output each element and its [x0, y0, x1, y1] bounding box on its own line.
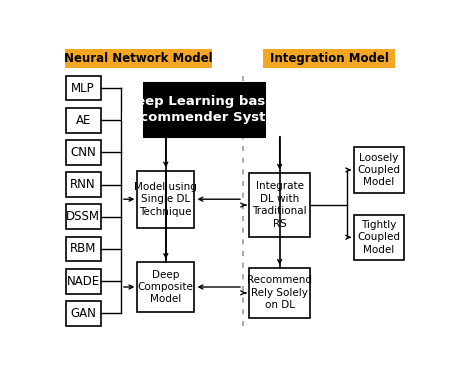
- FancyBboxPatch shape: [249, 268, 310, 318]
- Text: Integration Model: Integration Model: [270, 52, 389, 65]
- FancyBboxPatch shape: [66, 76, 100, 100]
- FancyBboxPatch shape: [66, 301, 100, 326]
- FancyBboxPatch shape: [144, 83, 265, 137]
- Text: DSSM: DSSM: [66, 210, 100, 223]
- FancyBboxPatch shape: [66, 269, 100, 294]
- FancyBboxPatch shape: [66, 204, 100, 229]
- FancyBboxPatch shape: [137, 262, 194, 312]
- Text: Tightly
Coupled
Model: Tightly Coupled Model: [357, 220, 401, 255]
- Text: AE: AE: [75, 114, 91, 127]
- FancyBboxPatch shape: [66, 140, 100, 165]
- FancyBboxPatch shape: [137, 171, 194, 228]
- Text: Deep
Composite
Model: Deep Composite Model: [138, 269, 194, 304]
- Text: NADE: NADE: [66, 275, 100, 288]
- Text: Recommend
Rely Solely
on DL: Recommend Rely Solely on DL: [247, 276, 312, 310]
- FancyBboxPatch shape: [66, 236, 100, 261]
- FancyBboxPatch shape: [66, 108, 100, 133]
- Text: Integrate
DL with
Traditional
RS: Integrate DL with Traditional RS: [252, 182, 307, 229]
- FancyBboxPatch shape: [66, 172, 100, 197]
- Text: MLP: MLP: [71, 82, 95, 95]
- FancyBboxPatch shape: [354, 147, 404, 193]
- Text: Loosely
Coupled
Model: Loosely Coupled Model: [357, 152, 401, 187]
- Text: CNN: CNN: [70, 146, 96, 159]
- FancyBboxPatch shape: [65, 49, 212, 68]
- Text: RNN: RNN: [70, 178, 96, 191]
- Text: Deep Learning based
Recommender System: Deep Learning based Recommender System: [121, 95, 288, 125]
- FancyBboxPatch shape: [249, 173, 310, 237]
- Text: RBM: RBM: [70, 242, 96, 255]
- FancyBboxPatch shape: [263, 49, 395, 68]
- Text: GAN: GAN: [70, 307, 96, 320]
- Text: Neural Network Model: Neural Network Model: [64, 52, 212, 65]
- Text: Model using
Single DL
Technique: Model using Single DL Technique: [134, 182, 197, 217]
- FancyBboxPatch shape: [354, 215, 404, 260]
